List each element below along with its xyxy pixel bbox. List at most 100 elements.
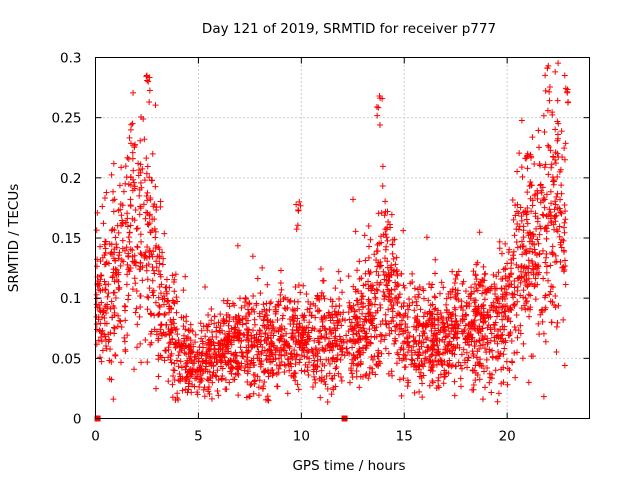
data-point [435,377,442,384]
data-point [155,373,162,380]
data-point [479,290,486,297]
data-point [389,250,396,257]
data-point [392,279,399,286]
data-point [449,268,456,275]
data-point [443,301,450,308]
data-point [278,347,285,354]
data-point [257,341,264,348]
data-point [134,225,141,232]
data-point [389,308,396,315]
data-point [129,286,136,293]
data-point [508,338,515,345]
data-point [391,286,398,293]
data-point [311,337,318,344]
data-point [434,349,441,356]
data-point [95,286,102,293]
data-point [496,238,503,245]
data-point [361,316,368,323]
data-point [258,350,265,357]
data-point [277,291,284,298]
data-point [474,310,481,317]
data-point [284,356,291,363]
data-point [374,307,381,314]
data-point [385,218,392,225]
data-point [375,362,382,369]
data-point [247,360,254,367]
data-point [421,295,428,302]
data-point [385,306,392,313]
data-point [476,376,483,383]
data-point [124,210,131,217]
data-point [174,390,181,397]
data-point [163,290,170,297]
data-point [184,359,191,366]
data-point [534,218,541,225]
data-point [484,364,491,371]
data-point [107,250,114,257]
data-point [453,271,460,278]
data-point [427,323,434,330]
data-point [251,316,258,323]
data-point [482,384,489,391]
data-point [554,204,561,211]
data-point [374,112,381,119]
data-point [326,341,333,348]
data-point [443,295,450,302]
data-point [215,348,222,355]
data-point [323,372,330,379]
data-point [214,367,221,374]
data-point [552,68,559,75]
data-point [500,364,507,371]
data-point [292,312,299,319]
data-point [127,222,134,229]
data-point [279,315,286,322]
data-point [518,217,525,224]
data-point [164,298,171,305]
data-point [365,296,372,303]
x-tick-label: 5 [194,429,203,445]
data-point [281,325,288,332]
data-point [106,240,113,247]
data-point [385,294,392,301]
data-point [304,331,311,338]
data-point [546,206,553,213]
data-point [338,377,345,384]
data-point [342,317,349,324]
data-point [543,228,550,235]
data-point [156,302,163,309]
data-point [156,303,163,310]
data-point [234,359,241,366]
data-point [452,312,459,319]
data-point [336,302,343,309]
data-point [335,370,342,377]
data-point [162,347,169,354]
data-point [332,383,339,390]
data-point [100,307,107,314]
data-point [182,326,189,333]
data-point [206,341,213,348]
data-point [419,323,426,330]
data-point [131,366,138,373]
data-point [383,281,390,288]
data-point [451,378,458,385]
data-point [93,263,100,270]
data-point [520,287,527,294]
data-point [523,216,530,223]
data-point [508,281,515,288]
data-point [111,196,118,203]
data-point [116,317,123,324]
data-point [97,276,104,283]
data-point [165,346,172,353]
data-point [329,298,336,305]
data-point [235,371,242,378]
data-point [376,121,383,128]
data-point [411,338,418,345]
data-point [206,391,213,398]
data-point [276,337,283,344]
data-point [115,312,122,319]
data-point [272,303,279,310]
data-point [255,392,262,399]
data-point [536,144,543,151]
data-point [314,358,321,365]
data-point [529,197,536,204]
